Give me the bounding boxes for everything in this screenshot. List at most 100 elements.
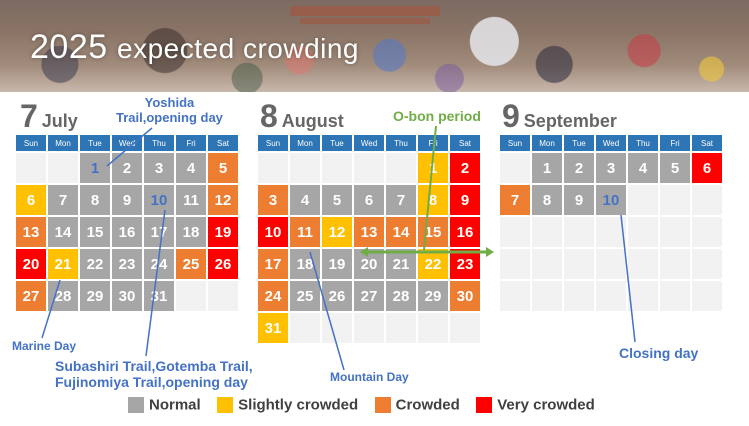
legend-label-crowded: Crowded bbox=[395, 396, 460, 414]
calendar-empty-cell bbox=[14, 151, 48, 185]
calendar-day-cell: 11 bbox=[174, 183, 208, 217]
calendar-day-cell: 12 bbox=[320, 215, 354, 249]
calendar-day-cell: 12 bbox=[206, 183, 240, 217]
calendar-week-row bbox=[498, 279, 724, 313]
calendar-day-cell: 13 bbox=[14, 215, 48, 249]
calendar-day-cell: 26 bbox=[206, 247, 240, 281]
calendar-week-row: 6 7 8 9 10 11 12 bbox=[14, 183, 240, 217]
calendar-day-cell: 30 bbox=[110, 279, 144, 313]
torii-gate-beam bbox=[290, 6, 440, 16]
calendar-day-cell: 6 bbox=[352, 183, 386, 217]
annotation-closing-day: Closing day bbox=[619, 345, 699, 361]
calendar-day-cell: 15 bbox=[78, 215, 112, 249]
calendar-day-cell: 3 bbox=[594, 151, 628, 185]
weekday-header-cell: Sat bbox=[690, 133, 724, 153]
calendar-day-cell: 26 bbox=[320, 279, 354, 313]
calendar-empty-cell bbox=[498, 279, 532, 313]
calendar-day-cell: 5 bbox=[320, 183, 354, 217]
annotation-marine-day: Marine Day bbox=[12, 339, 77, 353]
calendar-day-cell: 30 bbox=[448, 279, 482, 313]
banner-title-text: expected crowding bbox=[117, 33, 360, 64]
calendar-day-cell: 7 bbox=[46, 183, 80, 217]
calendar-empty-cell bbox=[530, 247, 564, 281]
calendar-day-cell: 19 bbox=[320, 247, 354, 281]
calendar-day-cell: 1 bbox=[416, 151, 450, 185]
weekday-header-cell: Wed bbox=[110, 133, 144, 153]
annotation-yoshida-line1: Yoshida bbox=[144, 95, 195, 110]
calendar-empty-cell bbox=[416, 311, 450, 345]
calendar-empty-cell bbox=[658, 247, 692, 281]
calendar-empty-cell bbox=[498, 151, 532, 185]
calendar-empty-cell bbox=[174, 279, 208, 313]
calendar-day-cell: 11 bbox=[288, 215, 322, 249]
weekday-header-cell: Fri bbox=[416, 133, 450, 153]
calendar-day-cell: 14 bbox=[384, 215, 418, 249]
torii-gate-beam-lower bbox=[300, 18, 430, 24]
annotation-yoshida-line2: Trail,opening day bbox=[116, 109, 223, 125]
marine-pointer-line bbox=[41, 279, 61, 339]
calendar-day-cell: 9 bbox=[110, 183, 144, 217]
weekday-header-cell: Sun bbox=[14, 133, 48, 153]
obon-pointer-line bbox=[423, 125, 437, 251]
calendar-empty-cell bbox=[690, 183, 724, 217]
calendar-empty-cell bbox=[498, 215, 532, 249]
month-heading-july: 7 July bbox=[20, 98, 78, 135]
weekday-header-cell: Thu bbox=[142, 133, 176, 153]
calendar-empty-cell bbox=[562, 247, 596, 281]
calendar-empty-cell bbox=[384, 151, 418, 185]
annotation-subashiri-opening: Subashiri Trail,Gotemba Trail, Fujinomiy… bbox=[55, 358, 253, 390]
calendar-empty-cell bbox=[530, 215, 564, 249]
month-heading-september: 9 September bbox=[502, 98, 617, 135]
calendar-day-cell: 9 bbox=[562, 183, 596, 217]
calendar-day-cell: 2 bbox=[562, 151, 596, 185]
calendar-day-cell: 28 bbox=[384, 279, 418, 313]
calendar-day-cell: 2 bbox=[448, 151, 482, 185]
calendar-empty-cell bbox=[498, 247, 532, 281]
legend: Normal Slightly crowded Crowded Very cro… bbox=[128, 396, 607, 414]
yoshida-pointer-line bbox=[106, 127, 153, 167]
calendar-day-cell: 1 bbox=[530, 151, 564, 185]
calendar-empty-cell bbox=[206, 279, 240, 313]
obon-range-arrow-right bbox=[486, 247, 494, 257]
calendar-day-cell: 24 bbox=[256, 279, 290, 313]
weekday-header-cell: Mon bbox=[530, 133, 564, 153]
calendar-week-row bbox=[498, 247, 724, 281]
calendar-day-cell: 14 bbox=[46, 215, 80, 249]
month-number: 9 bbox=[502, 98, 520, 134]
legend-label-normal: Normal bbox=[149, 396, 201, 414]
annotation-subashiri-line1: Subashiri Trail,Gotemba Trail, bbox=[55, 358, 253, 374]
calendar-day-cell: 3 bbox=[142, 151, 176, 185]
subashiri-pointer-line bbox=[145, 209, 166, 357]
calendar-week-row: 31 bbox=[256, 311, 482, 345]
calendar-day-cell: 6 bbox=[690, 151, 724, 185]
legend-label-very-crowded: Very crowded bbox=[497, 396, 595, 414]
closing-pointer-line bbox=[620, 214, 636, 343]
mountain-pointer-line bbox=[309, 251, 345, 371]
calendar-day-cell: 27 bbox=[352, 279, 386, 313]
month-name: September bbox=[523, 111, 617, 131]
calendar-day-cell: 5 bbox=[658, 151, 692, 185]
calendar-day-cell: 25 bbox=[174, 247, 208, 281]
weekday-header-cell: Thu bbox=[384, 133, 418, 153]
calendar-empty-cell bbox=[256, 151, 290, 185]
calendar-day-cell: 4 bbox=[174, 151, 208, 185]
calendar-week-row: 27 28 29 30 31 bbox=[14, 279, 240, 313]
obon-range-arrow-left bbox=[360, 247, 368, 257]
weekday-header-cell: Sat bbox=[206, 133, 240, 153]
calendar-day-cell: 9 bbox=[448, 183, 482, 217]
calendar-day-cell: 8 bbox=[78, 183, 112, 217]
legend-item-normal: Normal bbox=[128, 396, 201, 414]
calendar-empty-cell bbox=[594, 279, 628, 313]
calendar-day-cell: 29 bbox=[416, 279, 450, 313]
month-heading-august: 8 August bbox=[260, 98, 344, 135]
weekday-header-cell: Wed bbox=[594, 133, 628, 153]
banner-title: 2025 expected crowding bbox=[30, 28, 359, 67]
weekday-header-cell: Thu bbox=[626, 133, 660, 153]
weekday-header-row: Sun Mon Tue Wed Thu Fri Sat bbox=[498, 133, 724, 153]
banner-photo: 2025 expected crowding bbox=[0, 0, 749, 92]
calendar-day-cell: 5 bbox=[206, 151, 240, 185]
legend-swatch-normal bbox=[128, 396, 144, 413]
calendar-empty-cell bbox=[626, 247, 660, 281]
